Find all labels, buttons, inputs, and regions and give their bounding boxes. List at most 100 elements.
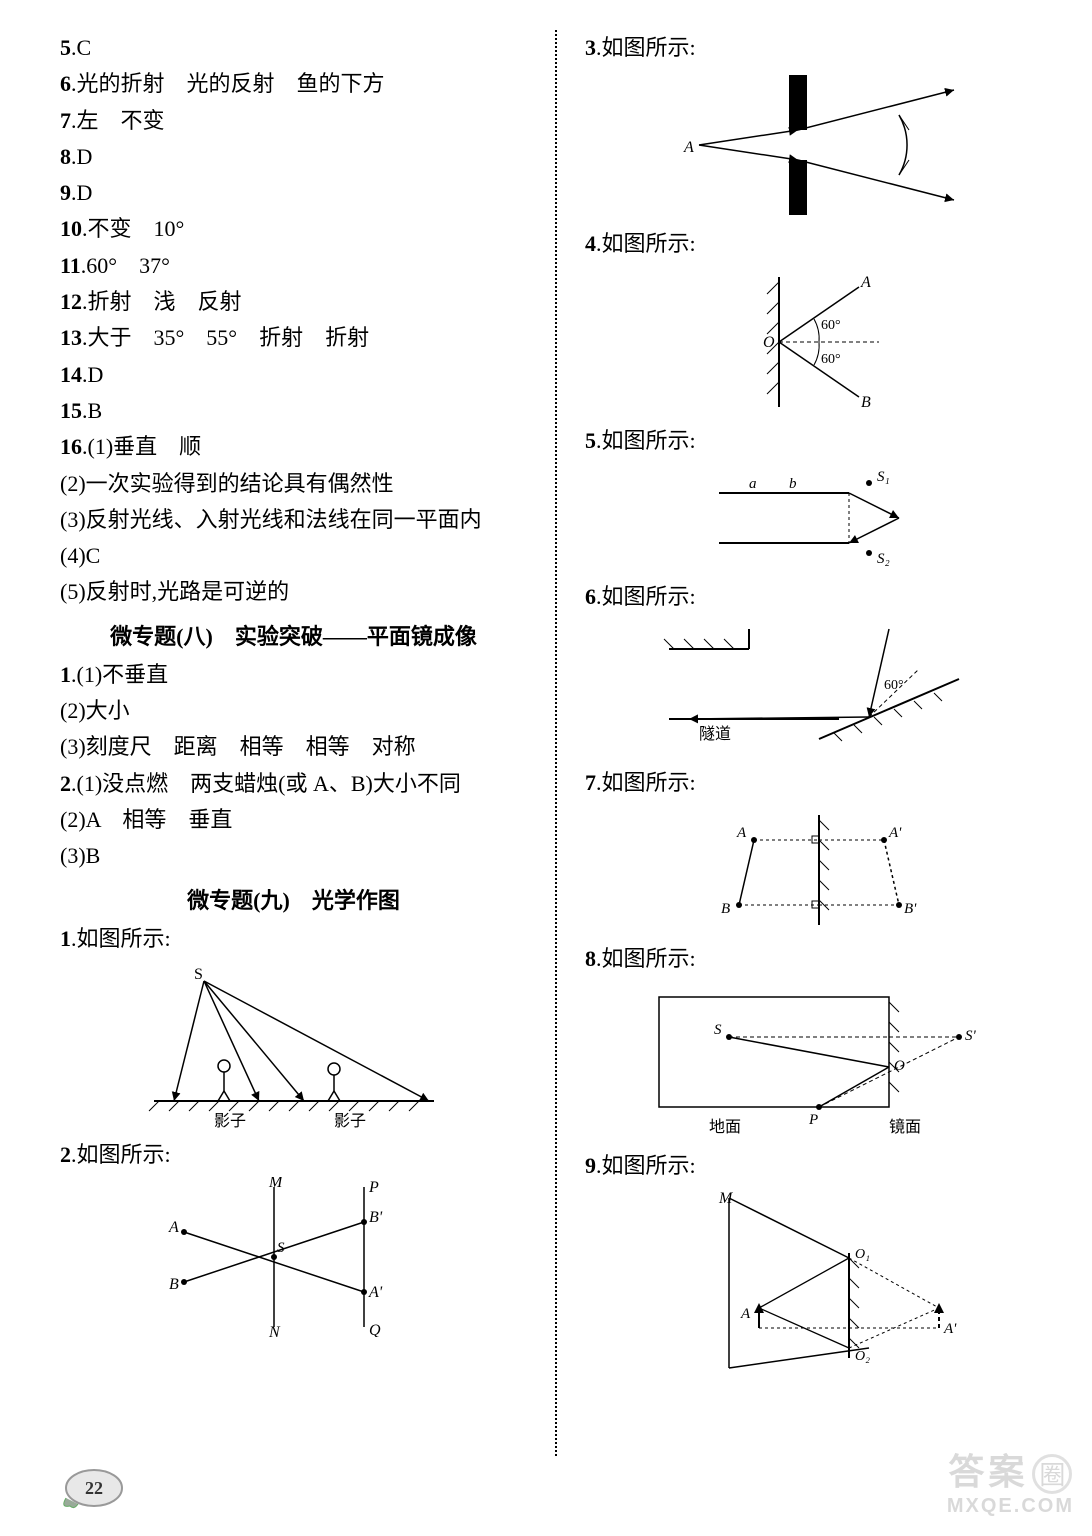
- answer-line: (2)大小: [60, 693, 527, 729]
- qnum: 5: [585, 428, 596, 453]
- qtext: (2)一次实验得到的结论具有偶然性: [60, 471, 394, 496]
- qnum: 3: [585, 35, 596, 60]
- qtext: (3)刻度尺 距离 相等 相等 对称: [60, 734, 416, 759]
- answer-line: 12.折射 浅 反射: [60, 284, 527, 320]
- figure-r3: A: [585, 70, 1052, 220]
- answer-line: 10.不变 10°: [60, 211, 527, 247]
- qnum: 12: [60, 289, 82, 314]
- label-S: S: [714, 1022, 722, 1038]
- figure-r8: S S' O P 地面 镜面: [585, 982, 1052, 1142]
- qtext: (3)反射光线、入射光线和法线在同一平面内: [60, 507, 482, 532]
- figure-left-1: S 影子 影子: [60, 961, 527, 1131]
- label-O: O: [894, 1058, 905, 1074]
- label-P: P: [808, 1112, 818, 1128]
- qnum: 9: [585, 1153, 596, 1178]
- page: 5.C 6.光的折射 光的反射 鱼的下方 7.左 不变 8.D 9.D 10.不…: [0, 0, 1092, 1536]
- qtext: .折射 浅 反射: [82, 289, 242, 314]
- answer-line: 1.(1)不垂直: [60, 657, 527, 693]
- qnum: 15: [60, 398, 82, 423]
- label-O1: O₁: [855, 1247, 870, 1262]
- label-shadow-2: 影子: [334, 1112, 366, 1130]
- qtext: .如图所示:: [596, 231, 696, 256]
- qnum: 7: [60, 108, 71, 133]
- label-P: P: [368, 1179, 379, 1196]
- qnum: 2: [60, 771, 71, 796]
- label-O2: O₂: [855, 1349, 870, 1364]
- figure-r7: A B A' B': [585, 805, 1052, 935]
- answer-line: 8.如图所示:: [585, 941, 1052, 977]
- qtext: .如图所示:: [596, 584, 696, 609]
- column-divider: [555, 30, 557, 1456]
- qnum: 16: [60, 434, 82, 459]
- qtext: .光的折射 光的反射 鱼的下方: [71, 71, 385, 96]
- label-Ap: A': [943, 1321, 957, 1337]
- qtext: .D: [71, 180, 92, 205]
- label-Ap: A': [888, 825, 902, 841]
- qtext: .如图所示:: [596, 946, 696, 971]
- answer-line: 7.如图所示:: [585, 765, 1052, 801]
- section-title-9: 微专题(九) 光学作图: [60, 883, 527, 915]
- qnum: 1: [60, 926, 71, 951]
- qtext: .60° 37°: [81, 253, 170, 278]
- qnum: 6: [585, 584, 596, 609]
- answer-line: 1.如图所示:: [60, 921, 527, 957]
- answer-line: 13.大于 35° 55° 折射 折射: [60, 320, 527, 356]
- answer-line: 5.如图所示:: [585, 423, 1052, 459]
- figure-r5: a b S₁ S₂: [585, 463, 1052, 573]
- qnum: 10: [60, 216, 82, 241]
- qnum: 14: [60, 362, 82, 387]
- label-A: A: [736, 825, 747, 841]
- answer-line: 6.光的折射 光的反射 鱼的下方: [60, 66, 527, 102]
- answer-line: (2)A 相等 垂直: [60, 802, 527, 838]
- figure-r6: 60° 隧道: [585, 619, 1052, 759]
- qtext: .(1)垂直 顺: [82, 434, 201, 459]
- answer-line: (5)反射时,光路是可逆的: [60, 574, 527, 610]
- answer-line: 2.如图所示:: [60, 1137, 527, 1173]
- qnum: 2: [60, 1142, 71, 1167]
- answer-line: (3)B: [60, 838, 527, 874]
- qtext: .如图所示:: [71, 926, 171, 951]
- answer-line: 3.如图所示:: [585, 30, 1052, 66]
- label-O: O: [763, 334, 775, 351]
- label-a: a: [749, 476, 757, 492]
- qtext: .B: [82, 398, 102, 423]
- section-title-8: 微专题(八) 实验突破——平面镜成像: [60, 619, 527, 651]
- answer-line: 15.B: [60, 393, 527, 429]
- label-b: b: [789, 476, 797, 492]
- label-B: B: [861, 394, 871, 411]
- qnum: 11: [60, 253, 81, 278]
- qtext: .C: [71, 35, 91, 60]
- label-Ap: A': [368, 1284, 383, 1301]
- label-60: 60°: [884, 678, 904, 693]
- qtext: (3)B: [60, 843, 100, 868]
- page-number-badge: 22: [60, 1464, 132, 1512]
- watermark-circle: 圈: [1032, 1454, 1072, 1494]
- label-Q: Q: [369, 1322, 381, 1337]
- qtext: .(1)没点燃 两支蜡烛(或 A、B)大小不同: [71, 771, 461, 796]
- answer-line: (3)刻度尺 距离 相等 相等 对称: [60, 729, 527, 765]
- qtext: (5)反射时,光路是可逆的: [60, 579, 289, 604]
- label-shadow-1: 影子: [214, 1112, 246, 1130]
- label-S: S: [277, 1240, 285, 1256]
- qtext: .D: [82, 362, 103, 387]
- answer-line: 11.60° 37°: [60, 248, 527, 284]
- qtext: .D: [71, 144, 92, 169]
- qtext: .如图所示:: [71, 1142, 171, 1167]
- qtext: .如图所示:: [596, 428, 696, 453]
- qtext: .如图所示:: [596, 770, 696, 795]
- qnum: 6: [60, 71, 71, 96]
- qnum: 5: [60, 35, 71, 60]
- answer-line: 7.左 不变: [60, 103, 527, 139]
- answer-line: 9.如图所示:: [585, 1148, 1052, 1184]
- label-A: A: [860, 274, 871, 291]
- label-A: A: [740, 1306, 751, 1322]
- answer-line: 6.如图所示:: [585, 579, 1052, 615]
- qnum: 8: [585, 946, 596, 971]
- answer-line: 8.D: [60, 139, 527, 175]
- figure-r9: M A A' O₁ O₂: [585, 1188, 1052, 1378]
- label-A: A: [683, 139, 694, 156]
- figure-left-2: M N P Q A B B' A' S: [60, 1177, 527, 1337]
- label-ground: 地面: [709, 1118, 741, 1136]
- qtext: (2)大小: [60, 698, 130, 723]
- label-B: B: [721, 901, 730, 917]
